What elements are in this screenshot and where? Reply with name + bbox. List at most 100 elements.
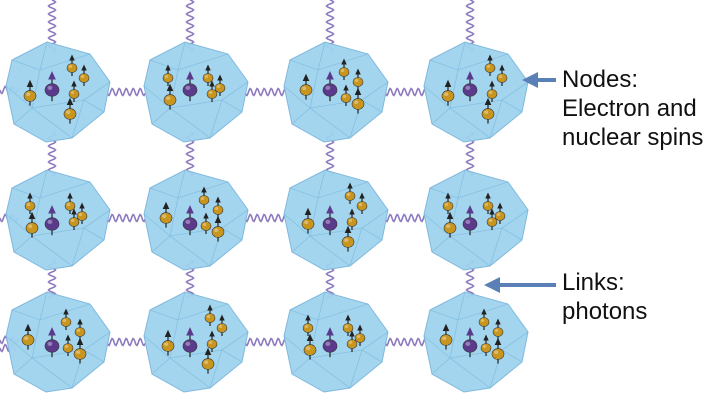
nuclear-spin-icon — [200, 212, 212, 234]
callout-arrows — [484, 72, 556, 293]
nuclear-spin-icon — [23, 79, 37, 106]
nuclear-spin-icon — [212, 196, 224, 218]
facet-line — [143, 335, 171, 359]
nuclear-spin-icon — [480, 334, 492, 356]
facet-line — [449, 107, 491, 139]
photon-link-horizontal-1-1 — [244, 213, 286, 223]
facet-line — [457, 291, 466, 321]
nuclear-spin-icon — [206, 330, 218, 352]
photon-link-horizontal-0-2 — [384, 87, 426, 97]
facet-line — [309, 235, 351, 267]
facet-line — [5, 335, 33, 359]
nuclear-spin-icon — [201, 347, 215, 374]
facet-line — [31, 107, 73, 139]
facet-line — [71, 99, 85, 139]
photon-link-horizontal-2-2 — [384, 337, 426, 347]
electron-spin-icon — [322, 71, 338, 102]
facet-line — [457, 41, 466, 71]
nuclear-spin-icon — [161, 329, 175, 356]
nuclear-spin-icon — [342, 314, 354, 336]
nuclear-spin-icon — [216, 314, 228, 336]
nuclear-spin-icon — [25, 211, 39, 238]
facet-line — [221, 331, 249, 351]
nuclear-spin-icon — [486, 80, 498, 102]
facet-line — [83, 331, 111, 351]
electron-spin-icon — [322, 327, 338, 358]
facet-line — [221, 81, 249, 101]
facet-line — [349, 227, 363, 267]
links-pointer-arrow-head — [484, 277, 500, 293]
nodes-label: Nodes: Electron and nuclear spins — [562, 65, 703, 152]
nodes-label-line2: Electron and — [562, 95, 697, 122]
nuclear-spin-icon — [441, 79, 455, 106]
facet-line — [317, 41, 326, 71]
photon-link-horizontal-1-0 — [106, 213, 146, 223]
nuclear-spin-icon — [351, 87, 365, 114]
nuclear-spin-icon — [439, 323, 453, 350]
nuclear-spin-icon — [346, 330, 358, 352]
nuclear-spin-icon — [484, 54, 496, 76]
electron-spin-icon — [462, 71, 478, 102]
facet-line — [309, 357, 351, 389]
links-label: Links: photons — [562, 268, 647, 326]
nuclear-spin-icon — [492, 318, 504, 340]
nuclear-spin-icon — [68, 80, 80, 102]
nuclear-spin-icon — [204, 304, 216, 326]
facet-line — [221, 209, 249, 229]
nuclear-spin-icon — [344, 182, 356, 204]
nuclear-spin-icon — [341, 225, 355, 252]
facet-line — [349, 349, 363, 389]
nuclear-spin-icon — [299, 73, 313, 100]
facet-line — [143, 213, 171, 237]
facet-line — [361, 209, 389, 229]
nuclear-spin-icon — [486, 208, 498, 230]
diamond-node-2-0 — [5, 291, 111, 393]
nuclear-spin-icon — [21, 323, 35, 350]
facet-line — [489, 99, 503, 139]
nuclear-spin-icon — [211, 215, 225, 242]
nuclear-spin-icon — [76, 202, 88, 224]
nuclear-spin-icon — [64, 192, 76, 214]
facet-line — [143, 85, 171, 109]
facet-line — [317, 291, 326, 321]
nodes-label-title: Nodes: — [562, 66, 639, 93]
facet-line — [423, 213, 451, 237]
nuclear-spin-icon — [494, 202, 506, 224]
facet-line — [457, 169, 466, 199]
electron-spin-icon — [322, 205, 338, 236]
electron-spin-icon — [44, 327, 60, 358]
nuclear-spin-icon — [302, 314, 314, 336]
facet-line — [209, 349, 223, 389]
facet-line — [449, 235, 491, 267]
diamond-node-1-1 — [143, 169, 249, 271]
nuclear-spin-icon — [478, 308, 490, 330]
electron-spin-icon — [462, 327, 478, 358]
photon-link-horizontal-1-2 — [384, 213, 426, 223]
nuclear-spin-icon — [78, 64, 90, 86]
photon-link-horizontal-0-1 — [244, 87, 286, 97]
nuclear-spin-icon — [356, 192, 368, 214]
facet-line — [423, 335, 451, 359]
electron-spin-icon — [182, 205, 198, 236]
nuclear-spin-icon — [68, 208, 80, 230]
facet-line — [31, 357, 73, 389]
nuclear-spin-icon — [73, 337, 87, 364]
nuclear-spin-icon — [491, 337, 505, 364]
diamond-node-0-2 — [283, 41, 389, 143]
diamond-node-1-3 — [423, 169, 529, 271]
nuclear-spin-icon — [163, 83, 177, 110]
facet-line — [501, 81, 529, 101]
photon-link-horizontal-2-0 — [106, 337, 146, 347]
facet-line — [83, 81, 111, 101]
nuclear-spin-icon — [481, 97, 495, 124]
electron-spin-icon — [44, 205, 60, 236]
nuclear-spin-icon — [354, 324, 366, 346]
facet-line — [39, 41, 48, 71]
facet-line — [317, 169, 326, 199]
nuclear-spin-icon — [338, 58, 350, 80]
facet-line — [39, 169, 48, 199]
facet-line — [177, 169, 186, 199]
facet-line — [489, 227, 503, 267]
facet-line — [39, 291, 48, 321]
